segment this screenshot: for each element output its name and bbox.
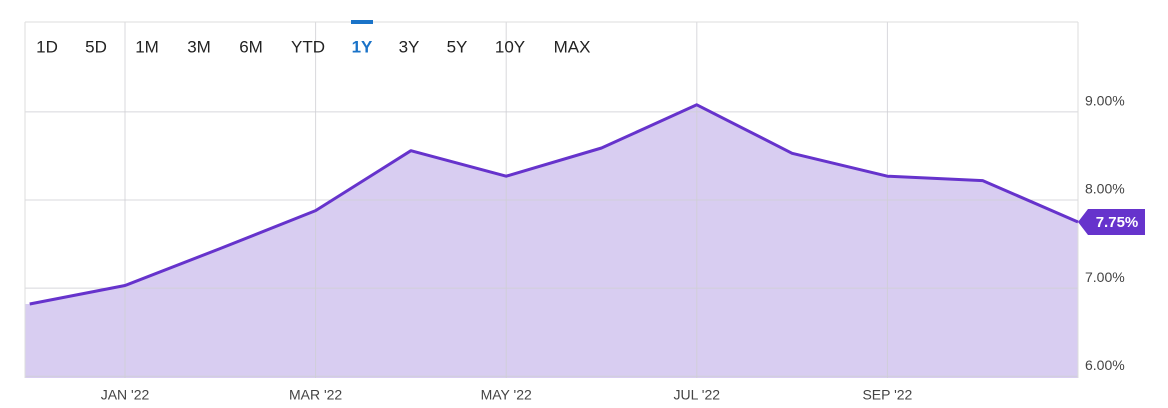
area (25, 104, 1078, 379)
range-button[interactable]: MAX (554, 37, 591, 56)
active-indicator (351, 20, 373, 24)
x-tick-label: JUL '22 (674, 387, 721, 403)
x-tick-label: MAR '22 (289, 387, 342, 403)
y-tick-label: 9.00% (1085, 93, 1125, 109)
range-button[interactable]: 3Y (399, 37, 420, 56)
range-button[interactable]: 10Y (495, 37, 525, 56)
range-button[interactable]: 1Y (352, 37, 373, 56)
value-label: 7.75% (1096, 214, 1139, 231)
x-tick-label: JAN '22 (101, 387, 150, 403)
range-button[interactable]: 1M (135, 37, 159, 56)
value-label-box (1078, 209, 1145, 236)
line (29, 103, 1079, 306)
range-button[interactable]: 3M (187, 37, 211, 56)
y-tick-label: 7.00% (1085, 269, 1125, 285)
range-button[interactable]: 5D (85, 37, 107, 56)
x-tick-label: MAY '22 (481, 387, 532, 403)
y-tick-label: 6.00% (1085, 357, 1125, 373)
range-button[interactable]: 6M (239, 37, 263, 56)
range-button[interactable]: 1D (36, 37, 58, 56)
x-tick-label: SEP '22 (862, 387, 912, 403)
y-tick-label: 8.00% (1085, 181, 1125, 197)
range-button[interactable]: 5Y (447, 37, 468, 56)
range-button[interactable]: YTD (291, 37, 325, 56)
